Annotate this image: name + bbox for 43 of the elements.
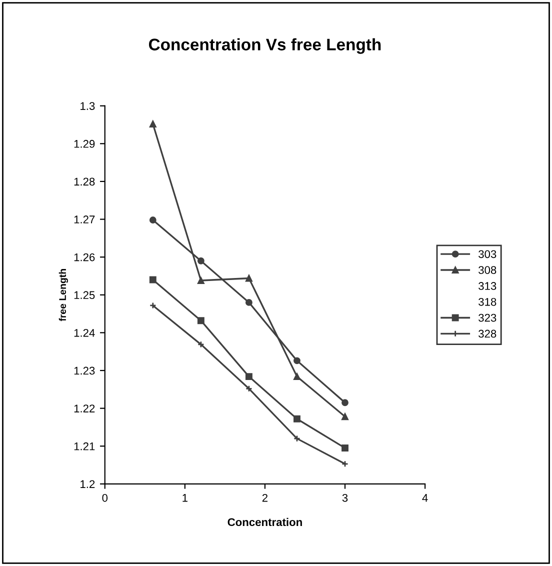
point bbox=[245, 298, 252, 306]
point bbox=[149, 276, 156, 284]
point bbox=[197, 340, 204, 348]
y-tick-label: 1.25 bbox=[74, 291, 95, 300]
legend-label: 308 bbox=[478, 266, 496, 274]
point bbox=[197, 277, 204, 284]
point bbox=[342, 399, 348, 406]
y-tick-label: 1.27 bbox=[74, 216, 95, 224]
y-axis-title: free Length bbox=[58, 269, 68, 322]
legend-label: 328 bbox=[478, 330, 496, 338]
x-tick-label: 2 bbox=[262, 494, 268, 502]
point bbox=[294, 373, 300, 380]
y-tick-label: 1.21 bbox=[74, 442, 95, 450]
point bbox=[149, 120, 156, 128]
point bbox=[342, 413, 348, 420]
point bbox=[245, 274, 252, 282]
y-tick-label: 1.3 bbox=[80, 102, 95, 110]
x-tick-label: 3 bbox=[342, 494, 348, 502]
y-tick-label: 1.24 bbox=[74, 328, 95, 337]
x-tick-label: 0 bbox=[102, 494, 108, 502]
x-tick-label: 4 bbox=[422, 494, 428, 502]
x-axis-title: Concentration bbox=[228, 518, 302, 526]
legend-label: 323 bbox=[478, 314, 496, 322]
point bbox=[294, 357, 300, 364]
text: 318 bbox=[478, 298, 496, 306]
text: 313 bbox=[478, 282, 496, 290]
point bbox=[197, 257, 204, 264]
y-tick-label: 1.29 bbox=[74, 140, 95, 148]
point bbox=[197, 317, 204, 324]
point bbox=[294, 435, 300, 442]
y-tick-label: 1.2 bbox=[80, 480, 95, 488]
legend-label: 303 bbox=[478, 250, 496, 258]
x-tick-label: 1 bbox=[182, 494, 188, 502]
point bbox=[294, 415, 300, 422]
y-tick-label: 1.28 bbox=[74, 178, 95, 186]
y-tick-label: 1.22 bbox=[74, 404, 95, 412]
point bbox=[245, 385, 252, 392]
y-tick-label: 1.26 bbox=[74, 253, 95, 262]
chart-title: Concentration Vs free Length bbox=[148, 38, 381, 54]
point bbox=[245, 373, 252, 380]
y-tick-label: 1.23 bbox=[74, 366, 95, 375]
point bbox=[342, 444, 348, 452]
point bbox=[149, 216, 156, 224]
